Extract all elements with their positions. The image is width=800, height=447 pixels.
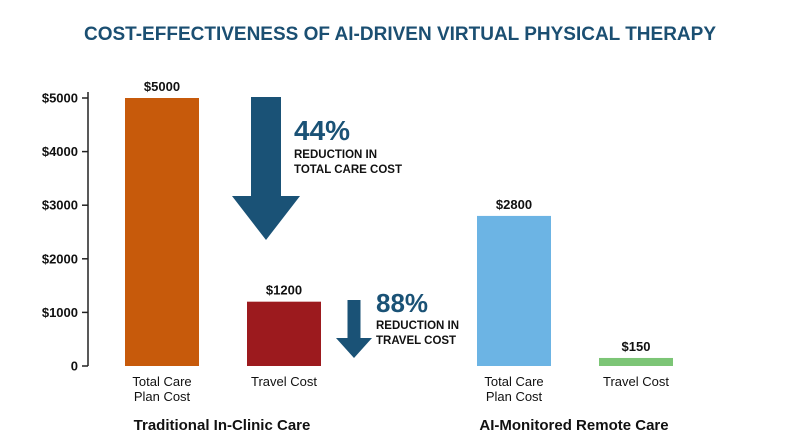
y-tick-label: 0: [71, 359, 78, 374]
bar-value-label: $150: [622, 339, 651, 354]
y-tick-label: $4000: [42, 144, 78, 159]
bar: [247, 301, 321, 366]
bar-value-label: $2800: [496, 197, 532, 212]
reduction-percent: 44%: [294, 115, 350, 146]
y-axis: 0 $1000 $2000 $3000 $4000 $5000: [42, 91, 89, 374]
y-tick-label: $1000: [42, 305, 78, 320]
x-tick-label: Travel Cost: [251, 374, 317, 389]
down-arrow-icon: [336, 300, 372, 358]
reduction-note: TRAVEL COST: [376, 335, 456, 347]
y-tick-label: $5000: [42, 91, 78, 106]
x-tick-label: Total Care: [132, 374, 191, 389]
reduction-percent: 88%: [376, 288, 428, 318]
group-label: AI-Monitored Remote Care: [479, 417, 668, 434]
x-tick-label: Travel Cost: [603, 374, 669, 389]
x-tick-label: Plan Cost: [134, 389, 191, 404]
x-tick-label: Total Care: [484, 374, 543, 389]
bar-value-label: $1200: [266, 283, 302, 298]
y-tick-label: $3000: [42, 198, 78, 213]
bar: [599, 357, 673, 366]
reduction-note: REDUCTION IN: [376, 320, 459, 332]
bar-value-label: $5000: [144, 79, 180, 94]
bar: [125, 98, 199, 366]
y-tick-label: $2000: [42, 251, 78, 266]
down-arrow-icon: [232, 97, 300, 240]
chart-title: COST-EFFECTIVENESS OF AI-DRIVEN VIRTUAL …: [84, 24, 716, 45]
bar: [477, 215, 551, 366]
group-label: Traditional In-Clinic Care: [134, 417, 311, 434]
annotations: 44% REDUCTION IN TOTAL CARE COST 88% REDUCTI…: [232, 97, 459, 358]
x-tick-label: Plan Cost: [486, 389, 543, 404]
reduction-note: REDUCTION IN: [294, 149, 377, 161]
reduction-note: TOTAL CARE COST: [294, 164, 402, 176]
